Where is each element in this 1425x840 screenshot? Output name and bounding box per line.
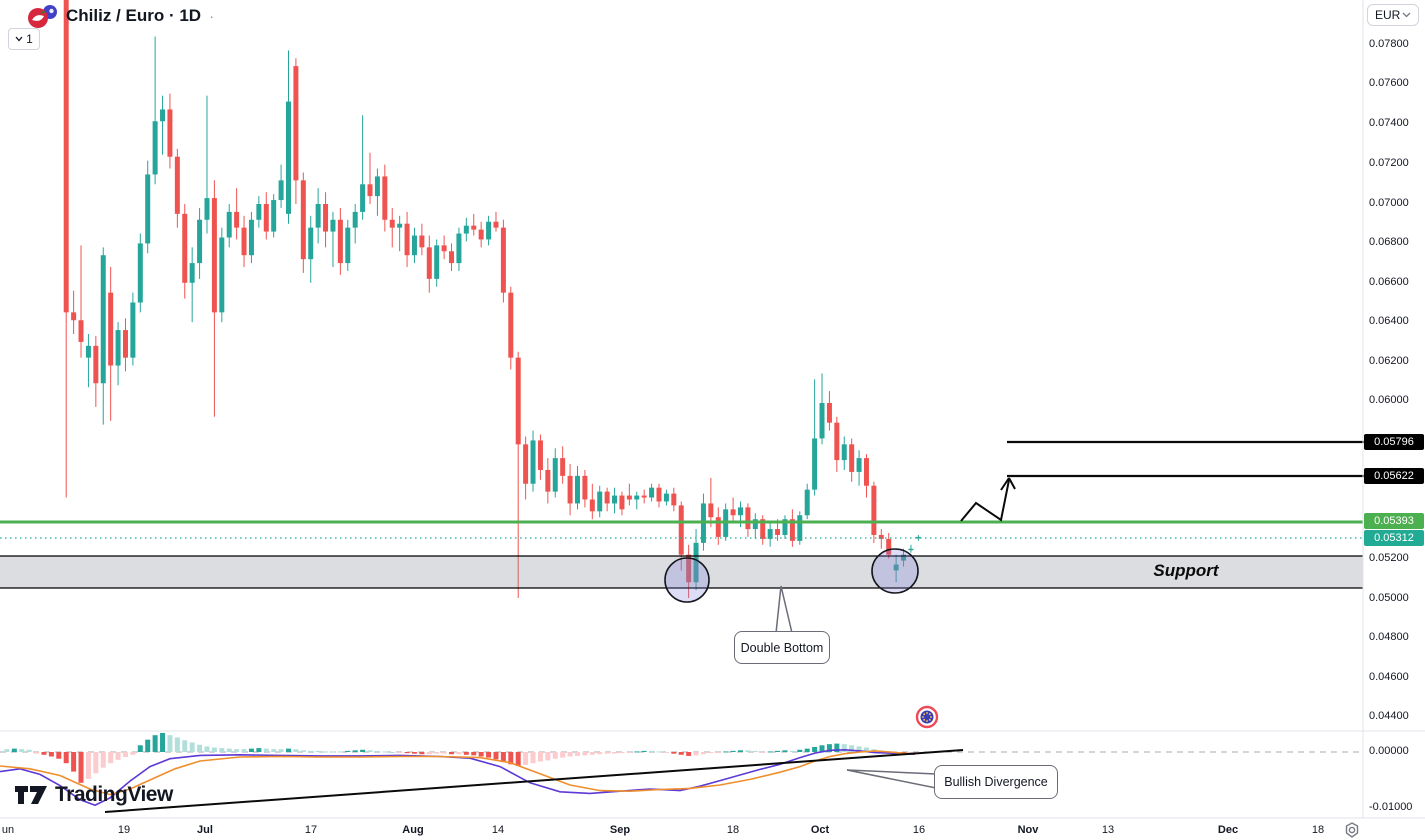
macd-histogram [4,732,921,783]
double-bottom-callout[interactable]: Double Bottom [734,631,830,664]
projection-zigzag-arrow[interactable] [960,479,1010,522]
time-tick-label: 16 [912,824,926,836]
price-tick-label: 0.07400 [1369,117,1409,129]
time-tick-label: 13 [1101,824,1115,836]
tradingview-watermark-text: TradingView [55,783,173,806]
time-tick-label: Nov [1017,824,1039,836]
support-zone[interactable] [0,555,1363,589]
price-tick-label: 0.05000 [1369,592,1409,604]
candlestick-series[interactable] [63,0,921,598]
tradingview-logo-icon [15,786,47,804]
time-tick-label: Sep [609,824,631,836]
time-tick-label: 14 [491,824,505,836]
bullish-divergence-pointer [846,769,937,789]
time-tick-label: 17 [304,824,318,836]
price-level-chip: 0.05796 [1364,434,1424,450]
time-tick-label: 18 [726,824,740,836]
bullish-divergence-label: Bullish Divergence [944,775,1048,789]
time-tick-label: Dec [1217,824,1239,836]
price-tick-label: 0.04600 [1369,671,1409,683]
chevron-down-icon [15,36,23,42]
price-tick-label: 0.06600 [1369,276,1409,288]
macd-signal-line [0,750,916,796]
chiliz-logo-icon [28,5,57,28]
double-bottom-pointer [775,585,793,634]
price-tick-label: 0.07600 [1369,77,1409,89]
price-tick-label: 0.06400 [1369,315,1409,327]
time-tick-label: 18 [1311,824,1325,836]
support-zone-label[interactable]: Support [1153,561,1219,580]
price-tick-label: 0.05200 [1369,552,1409,564]
price-tick-label: 0.04800 [1369,631,1409,643]
double-bottom-circle[interactable] [664,557,710,603]
axis-settings-gear-icon[interactable] [1343,821,1361,839]
price-tick-label: 0.06000 [1369,394,1409,406]
chevron-down-icon [1402,12,1411,18]
price-level-chip: 0.05312 [1364,530,1424,546]
price-tick-label: 0.07200 [1369,157,1409,169]
price-tick-label: 0.06200 [1369,355,1409,367]
price-level-chip: 0.05622 [1364,468,1424,484]
tradingview-watermark: TradingView [14,783,173,807]
price-tick-label: 0.07000 [1369,197,1409,209]
price-tick-label: 0.04400 [1369,710,1409,722]
price-tick-label: 0.07800 [1369,38,1409,50]
price-level-chip: 0.05393 [1364,513,1424,529]
price-tick-label: 0.00000 [1369,745,1409,757]
eu-flag-icon[interactable] [915,705,939,729]
time-tick-label: Aug [402,824,424,836]
currency-selector[interactable]: EUR [1367,4,1419,26]
currency-label: EUR [1375,8,1401,22]
bullish-divergence-callout[interactable]: Bullish Divergence [934,765,1058,799]
symbol-title[interactable]: Chiliz / Euro · 1D [66,6,202,25]
time-tick-label: Oct [810,824,830,836]
price-tick-label: -0.01000 [1369,801,1413,813]
time-tick-label: un [1,824,15,836]
time-tick-label: 19 [117,824,131,836]
drawings-count: 1 [26,32,33,46]
divergence-trendline[interactable] [104,749,964,813]
time-tick-label: Jul [197,824,213,836]
price-tick-label: 0.06800 [1369,236,1409,248]
double-bottom-label: Double Bottom [740,640,824,655]
symbol-header: Chiliz / Euro · 1D · [26,3,214,29]
drawings-count-button[interactable]: 1 [8,28,40,50]
double-bottom-circle[interactable] [871,548,919,594]
title-suffix-dot: · [209,7,215,25]
